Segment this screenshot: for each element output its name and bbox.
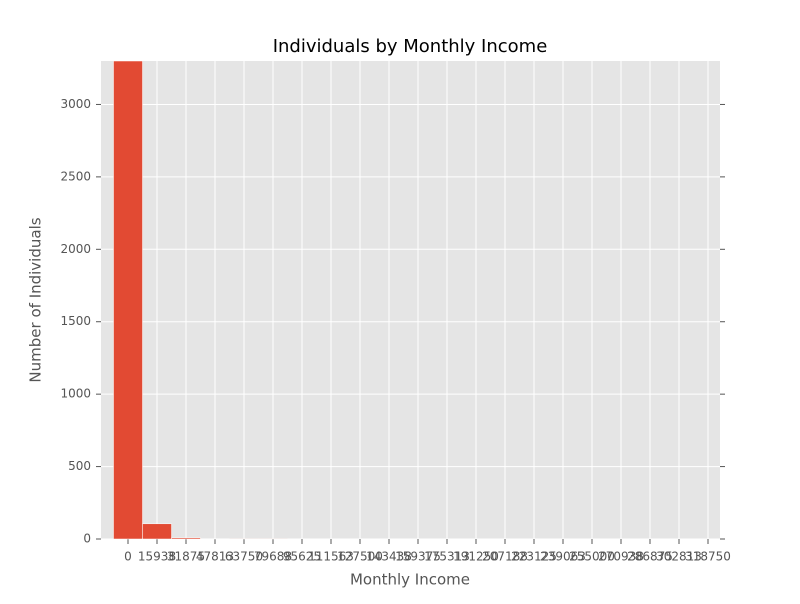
y-tick-label: 500 [68, 459, 91, 473]
y-tick-label: 3000 [60, 97, 91, 111]
plot-background [101, 61, 720, 539]
y-tick-label: 1000 [60, 387, 91, 401]
bar [143, 524, 172, 539]
x-tick-label: 318750 [685, 550, 731, 564]
chart-title: Individuals by Monthly Income [273, 36, 548, 57]
y-tick-label: 2500 [60, 169, 91, 183]
bar [114, 61, 143, 539]
y-tick-label: 2000 [60, 242, 91, 256]
x-tick-label: 0 [124, 550, 132, 564]
y-tick-label: 0 [83, 532, 91, 546]
bar [172, 538, 201, 539]
x-axis-label: Monthly Income [350, 571, 470, 589]
y-tick-label: 1500 [60, 314, 91, 328]
y-axis-label: Number of Individuals [27, 217, 45, 382]
